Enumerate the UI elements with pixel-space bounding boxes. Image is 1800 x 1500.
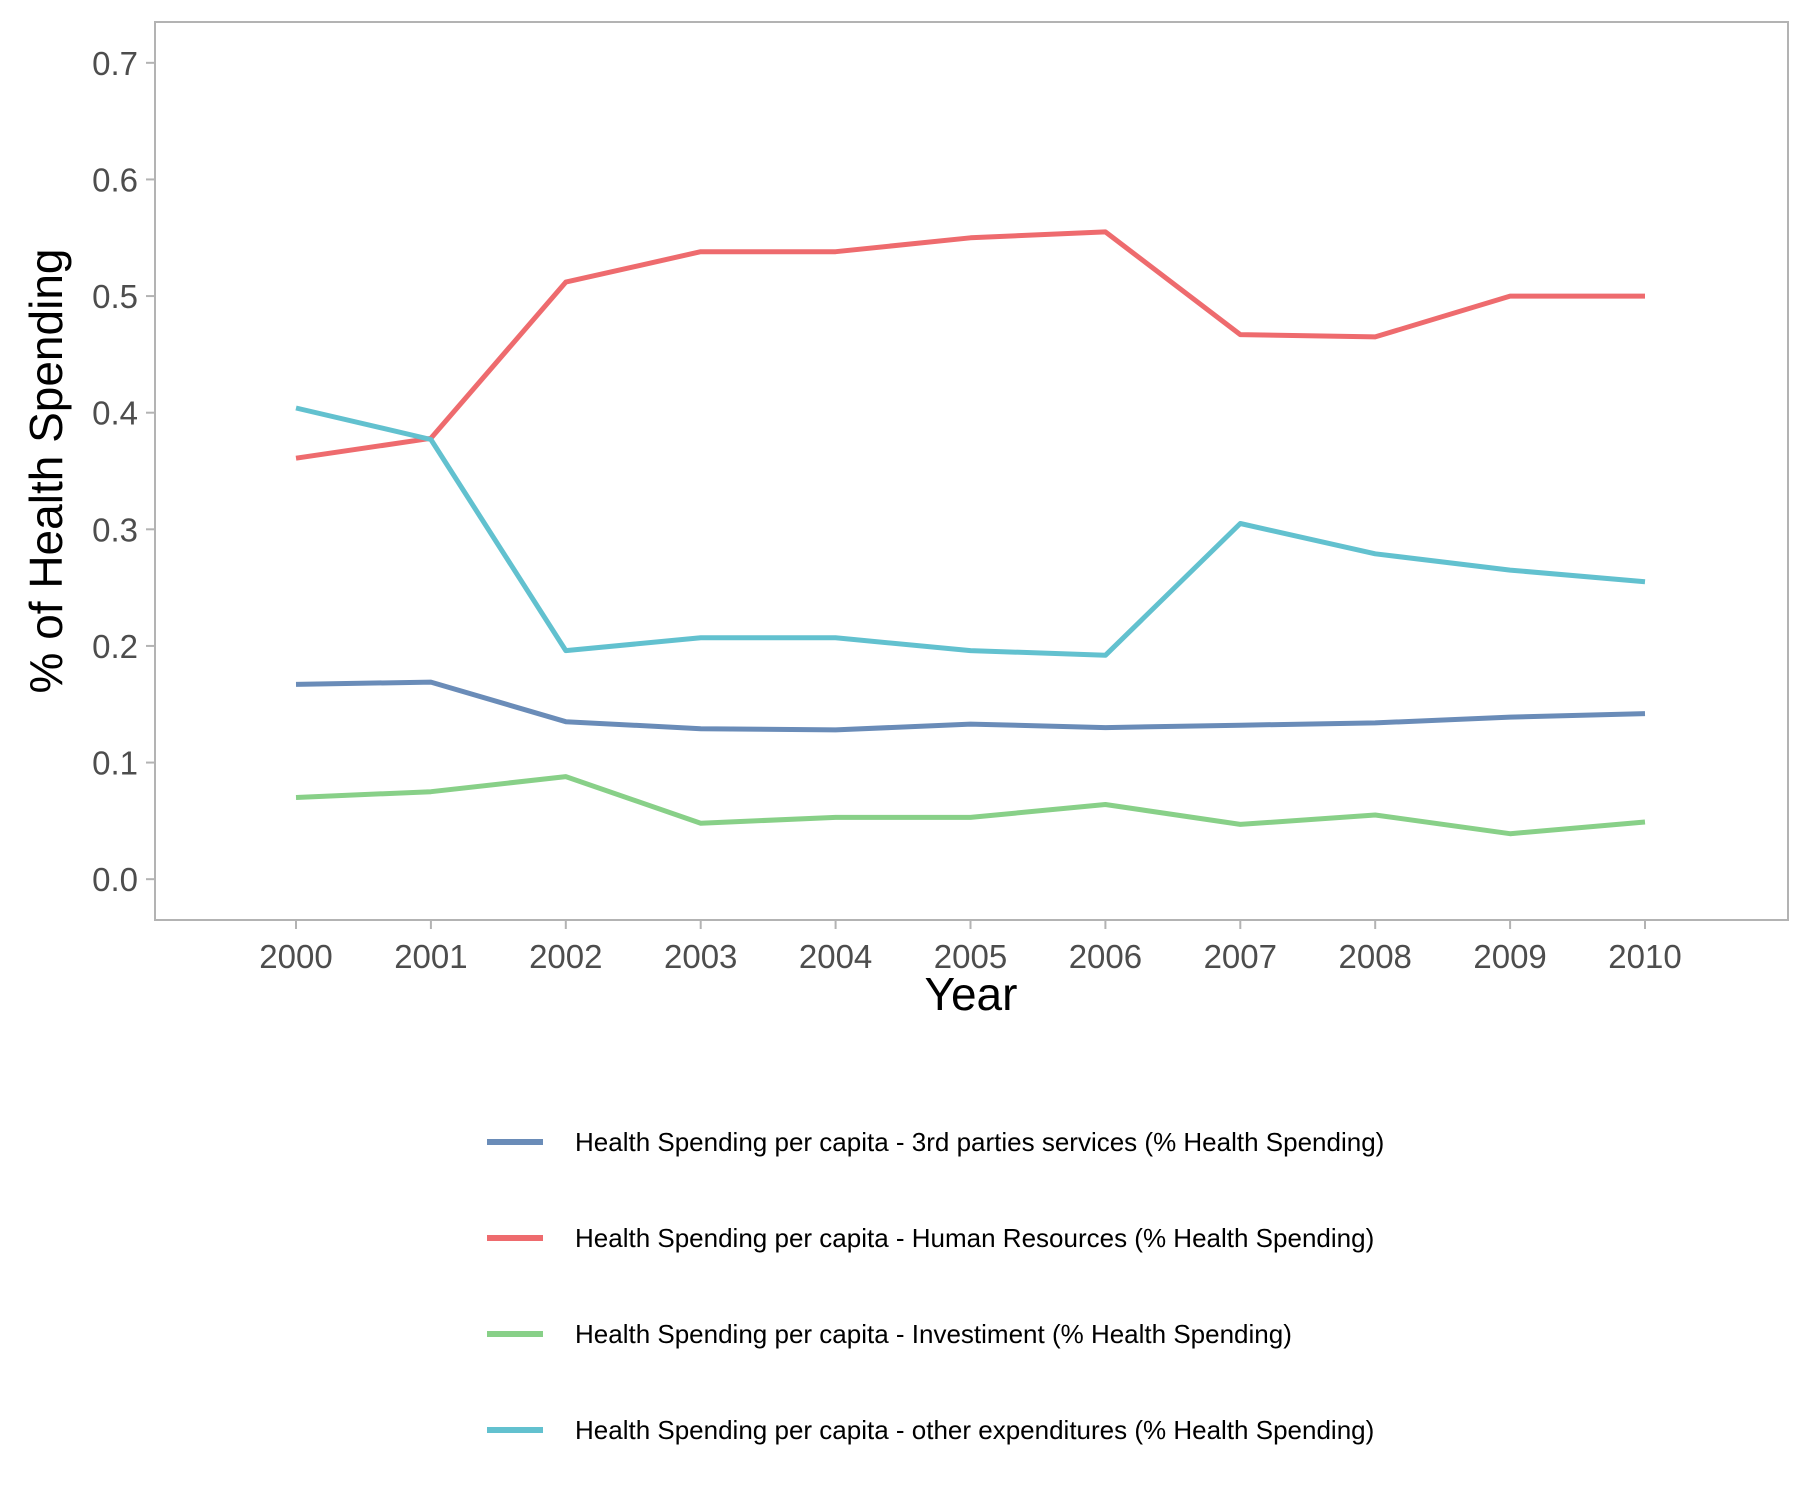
x-tick-label: 2005	[934, 938, 1007, 975]
legend-item: Health Spending per capita - other expen…	[487, 1415, 1374, 1445]
y-tick-label: 0.2	[92, 628, 138, 665]
x-axis: 2000 2001 2002 2003 2004 2005 2006 2007 2008 2009…	[259, 920, 1682, 975]
legend-item: Health Spending per capita - Human Resou…	[487, 1223, 1374, 1253]
legend-item: Health Spending per capita - Investiment…	[487, 1319, 1292, 1349]
y-tick-label: 0.3	[92, 511, 138, 548]
legend-label: Health Spending per capita - 3rd parties…	[575, 1127, 1384, 1157]
series-line-1	[295, 679, 1646, 733]
legend-label: Health Spending per capita - Human Resou…	[575, 1223, 1374, 1253]
x-tick-label: 2006	[1069, 938, 1142, 975]
y-tick-label: 0.5	[92, 278, 138, 315]
plot-panel-border	[154, 21, 1789, 921]
x-tick-label: 2000	[259, 938, 332, 975]
y-tick-label: 0.1	[92, 745, 138, 782]
y-axis: 0.0 0.1 0.2 0.3 0.4 0.5 0.6 0.7	[92, 45, 155, 898]
series-line-4	[295, 405, 1646, 658]
x-axis-title: Year	[925, 968, 1018, 1020]
x-tick-label: 2007	[1204, 938, 1277, 975]
legend-label: Health Spending per capita - Investiment…	[575, 1319, 1292, 1349]
x-tick-label: 2008	[1338, 938, 1411, 975]
y-tick-label: 0.6	[92, 161, 138, 198]
legend-item: Health Spending per capita - 3rd parties…	[487, 1127, 1384, 1157]
x-tick-label: 2010	[1608, 938, 1681, 975]
x-tick-label: 2004	[799, 938, 872, 975]
y-tick-label: 0.4	[92, 395, 138, 432]
series-line-2	[295, 229, 1645, 461]
y-axis-title: % of Health Spending	[20, 249, 72, 694]
x-tick-label: 2001	[394, 938, 467, 975]
x-tick-label: 2009	[1473, 938, 1546, 975]
x-tick-label: 2002	[529, 938, 602, 975]
legend-label: Health Spending per capita - other expen…	[575, 1415, 1374, 1445]
series-line-3	[295, 774, 1646, 837]
series-lines	[295, 229, 1646, 837]
y-tick-label: 0.7	[92, 45, 138, 82]
x-tick-label: 2003	[664, 938, 737, 975]
y-tick-label: 0.0	[92, 861, 138, 898]
legend: Health Spending per capita - 3rd parties…	[487, 1127, 1384, 1445]
